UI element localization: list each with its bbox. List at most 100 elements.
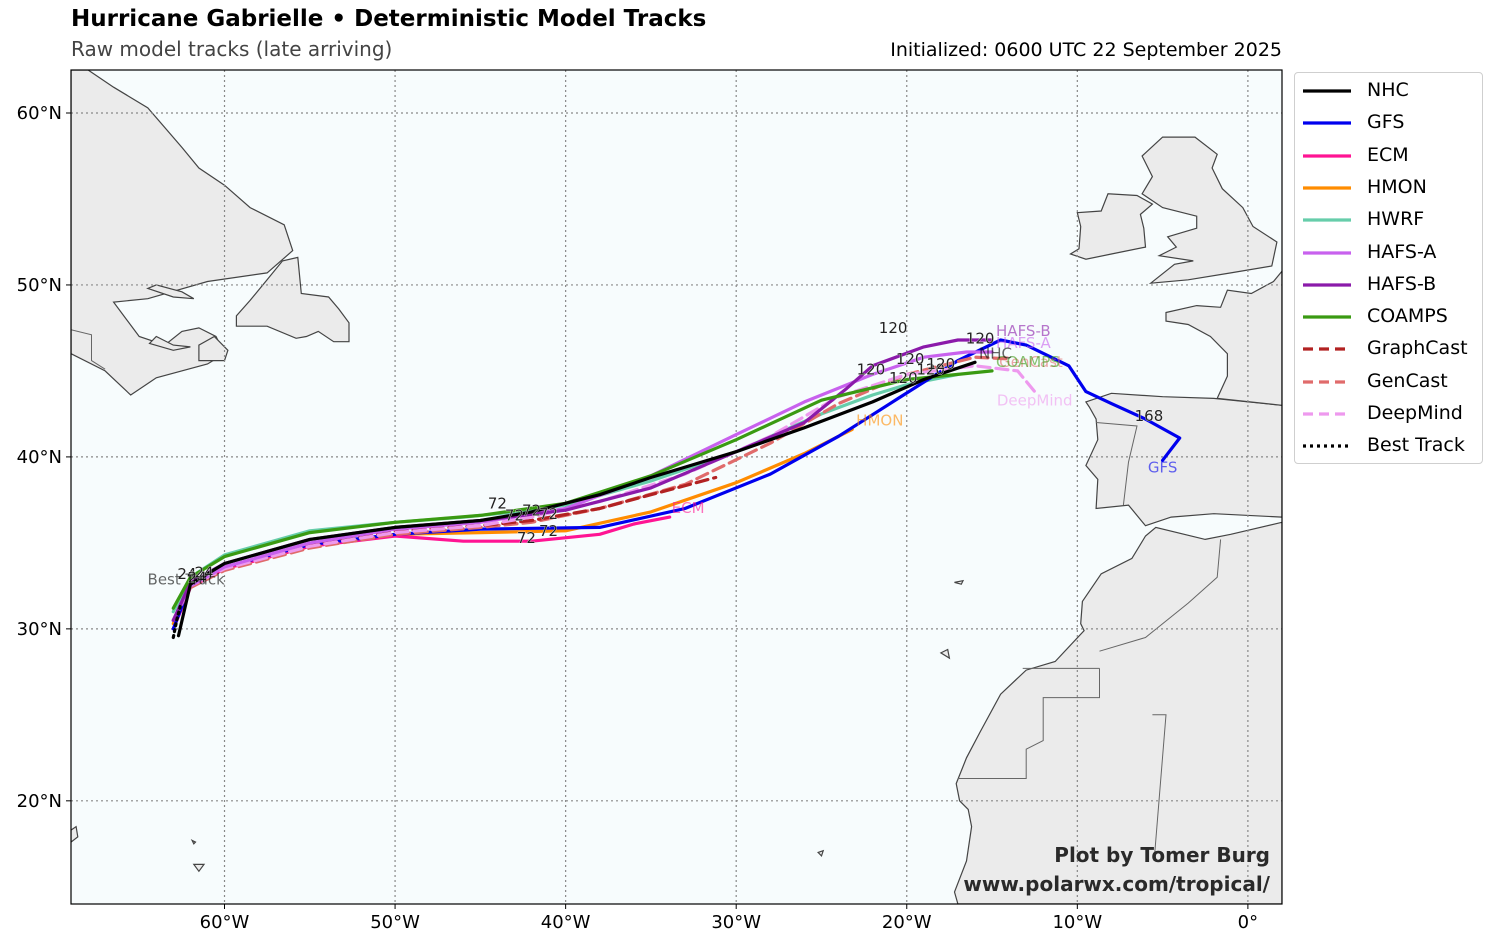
legend-item-gencast: GenCast xyxy=(1295,366,1482,398)
chart-subtitle: Raw model tracks (late arriving) xyxy=(71,37,393,61)
legend-swatch xyxy=(1303,283,1351,287)
legend-item-hafs-a: HAFS-A xyxy=(1295,237,1482,269)
legend-item-ecm: ECM xyxy=(1295,140,1482,172)
forecast-hour-label: 72 xyxy=(539,522,558,540)
lon-tick-label: 0° xyxy=(1238,912,1258,933)
track-end-label-best-track: Best Track xyxy=(148,571,226,589)
legend-swatch xyxy=(1303,89,1351,93)
lon-tick-label: 10°W xyxy=(1052,912,1102,933)
lat-tick-label: 60°N xyxy=(17,103,62,124)
cape-breton-land xyxy=(198,335,229,362)
gridlines xyxy=(71,70,1282,904)
ireland-land xyxy=(1069,193,1154,260)
algeria-border xyxy=(1099,539,1222,652)
legend-item-nhc: NHC xyxy=(1295,75,1482,107)
barbuda-land xyxy=(190,839,197,845)
track-end-label-hafs-a: HAFS-A xyxy=(996,334,1052,352)
track-end-label-gencast: GenCast xyxy=(999,353,1063,371)
initialized-time: Initialized: 0600 UTC 22 September 2025 xyxy=(890,39,1282,61)
lon-tick-label: 20°W xyxy=(882,912,932,933)
forecast-hour-label: 120 xyxy=(916,360,945,378)
lon-tick-label: 50°W xyxy=(370,912,420,933)
legend-label: HAFS-A xyxy=(1367,240,1437,263)
legend-label: COAMPS xyxy=(1367,305,1448,328)
forecast-hour-label: 120 xyxy=(896,350,925,368)
model-tracks xyxy=(171,338,1182,640)
great-britain-land xyxy=(1141,136,1278,284)
forecast-hour-label: 72 xyxy=(522,501,541,519)
track-end-label-hafs-b: HAFS-B xyxy=(996,322,1051,340)
forecast-hour-label: 72 xyxy=(505,507,524,525)
lon-tick-label: 40°W xyxy=(541,912,591,933)
track-best-track xyxy=(171,604,182,640)
forecast-hour-label: 120 xyxy=(927,355,956,373)
guadeloupe-land xyxy=(192,863,206,873)
land-layer xyxy=(71,70,1282,904)
forecast-hour-label: 24 xyxy=(177,565,196,583)
legend-label: GraphCast xyxy=(1367,337,1468,360)
lon-tick-label: 60°W xyxy=(200,912,250,933)
credit-url: www.polarwx.com/tropical/ xyxy=(963,872,1270,896)
legend-item-deepmind: DeepMind xyxy=(1295,398,1482,430)
track-end-label-ecm: ECM xyxy=(672,499,705,517)
forecast-hour-label: 24 xyxy=(188,568,207,586)
legend-label: DeepMind xyxy=(1367,402,1463,424)
track-end-label-nhc: NHC xyxy=(979,344,1012,362)
legend-item-hmon: HMON xyxy=(1295,172,1482,204)
legend-swatch xyxy=(1303,121,1351,125)
forecast-hour-label: 72 xyxy=(539,505,558,523)
forecast-hour-label: 72 xyxy=(517,529,536,547)
legend-swatch xyxy=(1303,250,1351,255)
madeira-land xyxy=(954,579,965,585)
forecast-hour-label: 120 xyxy=(857,360,886,378)
spain-portugal-border xyxy=(1096,422,1138,506)
legend-swatch xyxy=(1303,444,1351,448)
pei-land xyxy=(148,335,191,351)
legend: NHC GFS ECM HMON HWRF HAFS-A HAFS-B COAMPS Graph… xyxy=(1294,72,1483,464)
legend-label: HAFS-B xyxy=(1367,272,1437,295)
legend-swatch xyxy=(1303,412,1351,416)
forecast-hour-label: 120 xyxy=(879,319,908,337)
track-end-label-deepmind: DeepMind xyxy=(997,392,1073,410)
mali-border xyxy=(1152,714,1167,862)
legend-label: HMON xyxy=(1367,175,1427,198)
newfoundland-land xyxy=(235,256,350,343)
legend-label: GFS xyxy=(1367,111,1405,134)
forecast-hour-label: 168 xyxy=(1135,407,1164,425)
legend-label: Best Track xyxy=(1367,434,1465,457)
chart-title: Hurricane Gabrielle • Deterministic Mode… xyxy=(71,6,707,32)
anticosti-land xyxy=(146,284,195,300)
antilles-land xyxy=(71,825,79,843)
track-end-label-coamps: COAMPS xyxy=(996,353,1060,371)
north-america-land xyxy=(71,70,294,396)
lon-tick-label: 30°W xyxy=(711,912,761,933)
map-frame xyxy=(70,69,1283,905)
legend-label: ECM xyxy=(1367,143,1409,166)
lat-tick-label: 50°N xyxy=(17,275,62,296)
forecast-hour-label: 120 xyxy=(966,329,995,347)
legend-item-hafs-b: HAFS-B xyxy=(1295,269,1482,301)
legend-item-best-track: Best Track xyxy=(1295,430,1482,462)
legend-swatch xyxy=(1303,380,1351,384)
lat-tick-label: 20°N xyxy=(17,791,62,812)
legend-label: GenCast xyxy=(1367,369,1448,392)
legend-swatch xyxy=(1303,186,1351,190)
lat-tick-label: 40°N xyxy=(17,447,62,468)
mauritania-border xyxy=(957,668,1100,779)
legend-label: HWRF xyxy=(1367,208,1425,231)
axis-ticks: 60°W 50°W 40°W 30°W 20°W 10°W 0° 60°N 50°N 40°N 30… xyxy=(17,103,1258,933)
forecast-hour-label: 72 xyxy=(488,494,507,512)
canaries-land xyxy=(939,648,951,660)
legend-swatch xyxy=(1303,153,1351,158)
iberia-land xyxy=(1084,392,1282,527)
legend-swatch xyxy=(1303,315,1351,319)
legend-item-graphcast: GraphCast xyxy=(1295,333,1482,365)
cape-verde-land xyxy=(817,849,825,858)
legend-item-hwrf: HWRF xyxy=(1295,204,1482,236)
forecast-hour-label: 120 xyxy=(889,369,918,387)
legend-item-coamps: COAMPS xyxy=(1295,301,1482,333)
lat-tick-label: 30°N xyxy=(17,619,62,640)
us-canada-border xyxy=(71,329,106,370)
